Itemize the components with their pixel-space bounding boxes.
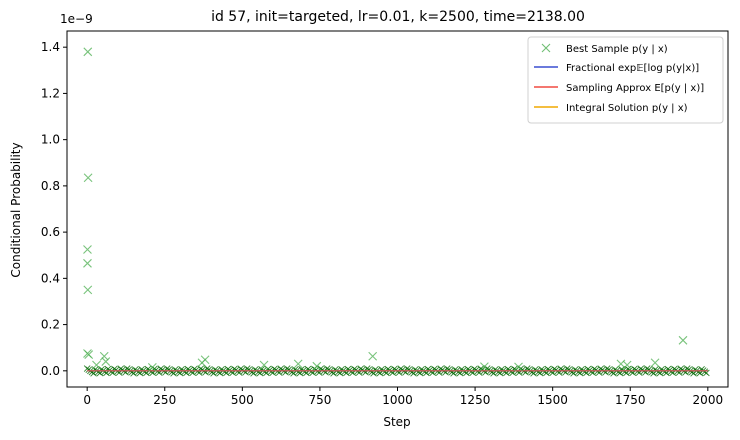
plot-area xyxy=(66,30,729,388)
x-tick-label: 1250 xyxy=(460,393,491,407)
outlier-point xyxy=(514,362,523,372)
x-axis-label: Step xyxy=(383,415,410,429)
outlier-point xyxy=(678,335,688,345)
legend-label-fractional: Fractional exp𝔼[log p(y|x)] xyxy=(566,63,699,74)
y-scale-note: 1e−9 xyxy=(60,12,93,26)
outlier-point xyxy=(622,360,632,370)
outlier-point xyxy=(83,245,92,254)
y-tick-label: 1.4 xyxy=(41,40,60,54)
chart-title: id 57, init=targeted, lr=0.01, k=2500, t… xyxy=(211,9,585,25)
x-tick-label: 1500 xyxy=(537,393,568,407)
outlier-point xyxy=(200,355,210,365)
outlier-point xyxy=(147,362,157,372)
outlier-point xyxy=(101,357,111,366)
legend-label-integral: Integral Solution p(y | x) xyxy=(566,103,688,114)
x-axis: 0 250 500 750 1000 1250 1500 1750 2000 xyxy=(83,387,723,407)
outlier-point xyxy=(480,362,489,372)
outlier-point xyxy=(368,351,378,361)
y-tick-label: 1.2 xyxy=(41,86,60,100)
y-tick-label: 0.4 xyxy=(41,271,60,285)
x-tick-label: 750 xyxy=(308,393,331,407)
x-tick-label: 1000 xyxy=(382,393,413,407)
x-tick-label: 500 xyxy=(231,393,254,407)
y-tick-label: 0.8 xyxy=(41,179,60,193)
y-tick-label: 0.6 xyxy=(41,225,60,239)
outlier-point xyxy=(83,285,93,295)
outlier-point xyxy=(312,361,322,371)
sample-band xyxy=(83,365,710,377)
x-tick-label: 0 xyxy=(83,393,91,407)
outlier-point xyxy=(84,350,94,360)
legend-label-sampling: Sampling Approx E[p(y | x)] xyxy=(566,83,704,94)
outlier-point xyxy=(83,47,93,57)
legend-label-best-sample: Best Sample p(y | x) xyxy=(566,44,668,55)
y-tick-label: 0.0 xyxy=(41,364,60,378)
x-tick-label: 1750 xyxy=(615,393,646,407)
outlier-point xyxy=(650,358,660,368)
y-tick-label: 0.2 xyxy=(41,318,60,332)
y-tick-label: 1.0 xyxy=(41,133,60,147)
outlier-point xyxy=(83,173,93,183)
x-tick-label: 250 xyxy=(153,393,176,407)
outlier-point xyxy=(83,258,92,268)
outlier-point xyxy=(92,360,101,370)
x-tick-label: 2000 xyxy=(693,393,724,407)
y-axis: 0.0 0.2 0.4 0.6 0.8 1.0 1.2 1.4 xyxy=(41,40,67,378)
y-axis-label: Conditional Probability xyxy=(9,142,23,277)
legend-box xyxy=(527,36,724,124)
outlier-point xyxy=(259,360,269,370)
legend-marker-best-sample xyxy=(541,43,551,53)
outlier-point xyxy=(293,359,303,369)
outlier-point xyxy=(99,351,109,361)
legend: Best Sample p(y | x) Fractional exp𝔼[log … xyxy=(527,36,724,124)
